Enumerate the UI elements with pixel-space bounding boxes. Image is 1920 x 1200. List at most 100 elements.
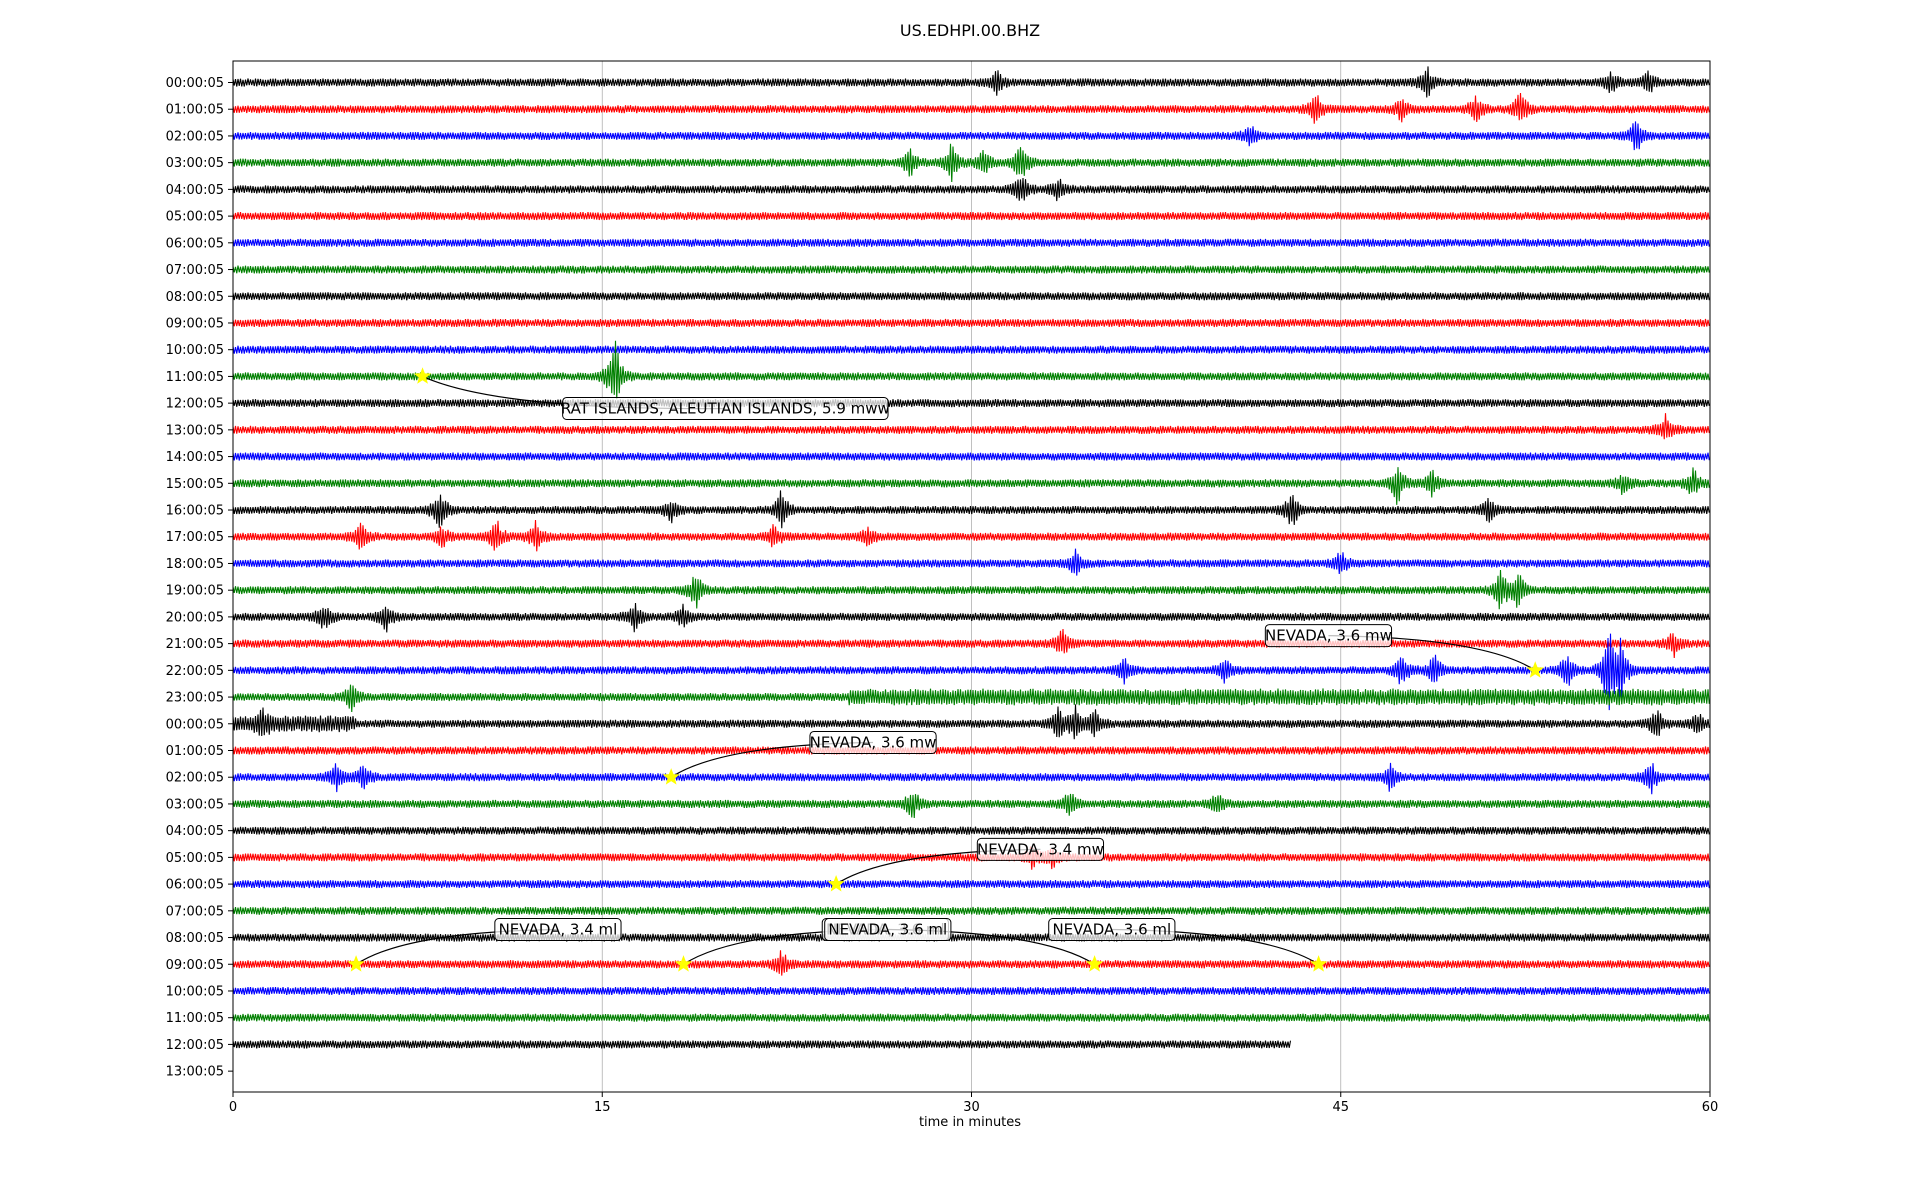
trace-row-12 [232, 399, 1710, 408]
y-tick-label: 00:00:05 [166, 76, 224, 91]
event-label-box [494, 918, 622, 942]
y-tick-label: 17:00:05 [166, 530, 224, 545]
event-label-box [1264, 624, 1393, 648]
trace-row-27 [232, 793, 1710, 818]
trace-row-18 [232, 548, 1710, 576]
trace-row-31 [232, 906, 1710, 915]
event-label: RAT ISLANDS, ALEUTIAN ISLANDS, 5.9 mww [561, 399, 890, 417]
y-tick-label: 08:00:05 [166, 290, 224, 305]
trace-row-10 [232, 345, 1710, 354]
trace-row-14 [232, 452, 1710, 461]
y-tick-label: 00:00:05 [166, 717, 224, 732]
event-star-marker [1085, 955, 1104, 972]
y-tick-label: 09:00:05 [166, 958, 224, 973]
trace-row-15 [232, 467, 1710, 505]
trace-row-32 [232, 933, 1710, 942]
trace-row-26 [232, 762, 1710, 795]
event-label: NEVADA, 3.4 ml [499, 921, 618, 939]
x-tick-label: 15 [594, 1100, 611, 1115]
y-tick-label: 18:00:05 [166, 557, 224, 572]
x-axis-label: time in minutes [919, 1115, 1021, 1130]
x-tick-label: 45 [1332, 1100, 1349, 1115]
y-tick-label: 02:00:05 [166, 771, 224, 786]
y-tick-label: 05:00:05 [166, 210, 224, 225]
trace-row-13 [232, 413, 1710, 440]
x-tick-label: 0 [229, 1100, 237, 1115]
trace-row-17 [232, 520, 1710, 552]
y-tick-label: 02:00:05 [166, 129, 224, 144]
trace-row-34 [232, 986, 1710, 996]
y-tick-label: 11:00:05 [166, 370, 224, 385]
trace-row-1 [232, 93, 1710, 124]
event-label: NEVADA, 3.6 ml [1052, 921, 1171, 939]
trace-row-22 [232, 633, 1710, 711]
x-tick-label: 30 [963, 1100, 980, 1115]
y-tick-label: 16:00:05 [166, 504, 224, 519]
event-star-marker [1526, 661, 1544, 678]
y-tick-label: 10:00:05 [166, 343, 224, 358]
event-label: NEVADA, 3.6 ml [828, 921, 947, 939]
x-tick-label: 60 [1702, 1100, 1719, 1115]
trace-row-6 [232, 238, 1710, 247]
trace-row-3 [232, 143, 1710, 182]
y-tick-label: 12:00:05 [166, 397, 224, 412]
event-star-marker [827, 874, 845, 892]
event-star-marker [1309, 955, 1328, 972]
trace-row-25 [232, 746, 1710, 755]
y-tick-label: 06:00:05 [166, 236, 224, 251]
trace-row-8 [232, 292, 1710, 301]
y-tick-label: 03:00:05 [166, 797, 224, 812]
y-tick-label: 01:00:05 [166, 103, 224, 118]
trace-row-9 [232, 318, 1710, 328]
event-star-marker [347, 955, 365, 972]
event-star-marker [662, 768, 680, 785]
trace-row-30 [232, 880, 1710, 889]
event-label: NEVADA, 3.6 mw [1265, 627, 1392, 645]
x-axis-ticks: 0 15 30 45 60 [229, 1092, 1718, 1115]
event-label-box [562, 396, 889, 420]
y-axis-time-labels: 00:00:05 01:00:05 02:00:05 03:00:05 04:00:05… [166, 76, 233, 1080]
trace-row-0 [232, 66, 1710, 98]
y-tick-label: 12:00:05 [166, 1038, 224, 1053]
event-label-box [824, 918, 952, 942]
event-label: NEVADA, 3.6 mw [810, 733, 937, 751]
trace-row-29 [232, 846, 1710, 870]
y-tick-label: 04:00:05 [166, 824, 224, 839]
trace-row-5 [232, 211, 1710, 221]
y-tick-label: 08:00:05 [166, 931, 224, 946]
trace-row-36 [232, 1040, 1292, 1049]
trace-row-24 [232, 704, 1710, 740]
y-tick-label: 19:00:05 [166, 584, 224, 599]
trace-row-2 [232, 121, 1710, 151]
y-tick-label: 14:00:05 [166, 450, 224, 465]
trace-row-21 [232, 629, 1710, 658]
event-label-box [809, 730, 937, 754]
trace-row-20 [232, 602, 1710, 633]
event-label: NEVADA, 3.4 mw [977, 840, 1104, 858]
y-tick-label: 20:00:05 [166, 610, 224, 625]
y-tick-label: 09:00:05 [166, 316, 224, 331]
event-label-box [1048, 918, 1176, 942]
y-tick-label: 22:00:05 [166, 664, 224, 679]
y-tick-label: 13:00:05 [166, 1065, 224, 1080]
y-tick-label: 07:00:05 [166, 904, 224, 919]
trace-row-28 [232, 826, 1710, 835]
y-tick-label: 05:00:05 [166, 851, 224, 866]
event-label-box [976, 837, 1105, 861]
chart-title: US.EDHPI.00.BHZ [900, 21, 1040, 40]
trace-row-23 [232, 684, 1710, 713]
trace-row-35 [232, 1013, 1710, 1022]
y-tick-label: 07:00:05 [166, 263, 224, 278]
trace-row-33 [232, 950, 1710, 976]
seismogram-traces [232, 66, 1710, 1049]
trace-row-19 [232, 570, 1710, 610]
y-tick-label: 04:00:05 [166, 183, 224, 198]
trace-row-11 [232, 340, 1710, 400]
y-tick-label: 23:00:05 [166, 691, 224, 706]
event-star-marker [413, 367, 432, 384]
trace-row-16 [232, 490, 1710, 529]
y-tick-label: 15:00:05 [166, 477, 224, 492]
y-tick-label: 11:00:05 [166, 1011, 224, 1026]
